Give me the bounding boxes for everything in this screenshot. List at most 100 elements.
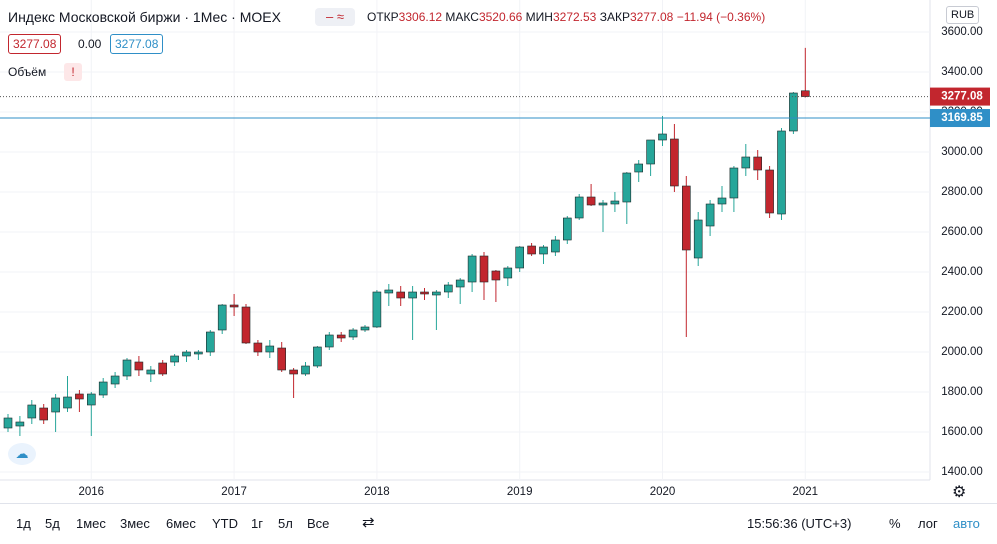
compare-icon[interactable]: ⇄: [362, 514, 375, 531]
candle-body: [241, 306, 251, 344]
candle-body: [420, 291, 429, 295]
y-tick-label: 2000.00: [941, 346, 983, 358]
candle-body: [289, 369, 298, 375]
volume-label: Объём: [8, 65, 47, 79]
candle-body: [729, 167, 739, 199]
candle-body: [63, 396, 72, 409]
x-tick-label: 2019: [507, 486, 533, 498]
candle-body: [194, 351, 203, 355]
currency[interactable]: RUB: [946, 6, 980, 24]
range-button[interactable]: YTD: [212, 516, 238, 531]
legend-value: 3520.66: [478, 10, 523, 24]
candle-body: [634, 163, 644, 173]
candle-body: [372, 291, 382, 328]
candle-body: [217, 304, 227, 331]
candle-body: [789, 92, 798, 132]
candle-body: [443, 284, 453, 293]
candle-body: [51, 397, 60, 413]
legend-label: МАКС: [445, 10, 479, 24]
log-toggle[interactable]: лог: [918, 516, 938, 531]
legend-change: −11.94 (−0.36%): [676, 10, 766, 24]
y-tick-label: 1800.00: [941, 386, 983, 398]
candle-body: [182, 351, 191, 357]
ohlc-legend: ОТКР3306.12 МАКС3520.66 МИН3272.53 ЗАКР3…: [367, 10, 765, 24]
indicator-toggle[interactable]: – ≈: [315, 8, 355, 26]
candle-body: [75, 393, 84, 400]
x-tick-label: 2016: [79, 486, 105, 498]
legend-value: 3272.53: [552, 10, 597, 24]
candle-body: [515, 246, 525, 269]
candle-body: [765, 169, 774, 214]
range-button[interactable]: 5л: [278, 516, 293, 531]
chart-title: Индекс Московской биржи · 1Мес · MOEX: [8, 9, 281, 25]
bid-box: 3277.08: [8, 34, 62, 54]
candle-body: [277, 347, 287, 371]
candle-body: [479, 255, 489, 283]
candle-body: [253, 342, 263, 353]
candle-body: [3, 417, 13, 429]
x-tick-label: 2021: [793, 486, 819, 498]
candle-body: [574, 196, 584, 219]
candle-body: [206, 331, 215, 353]
candle-body: [670, 138, 679, 187]
candle-body: [622, 172, 632, 203]
range-button[interactable]: 6мес: [166, 516, 196, 531]
candle-body: [39, 407, 49, 421]
last-price-label: 3277.08: [941, 91, 983, 103]
candle-body: [432, 291, 441, 296]
y-tick-label: 1400.00: [941, 466, 983, 478]
y-tick-label: 1600.00: [941, 426, 983, 438]
candle-body: [360, 326, 370, 331]
candle-body: [229, 304, 239, 308]
candle-body: [741, 156, 751, 169]
settings-icon[interactable]: ⚙: [952, 484, 967, 501]
range-button[interactable]: 1д: [16, 516, 31, 531]
candle-body: [467, 255, 477, 283]
candle-body: [384, 289, 394, 294]
y-tick-label: 3600.00: [941, 26, 983, 38]
range-button[interactable]: Все: [307, 516, 330, 531]
range-button[interactable]: 3мес: [120, 516, 150, 531]
range-button[interactable]: 5д: [45, 516, 60, 531]
candle-body: [539, 246, 548, 255]
candle-body: [610, 200, 620, 205]
candle-body: [562, 217, 572, 241]
candle-body: [122, 359, 132, 377]
candle-body: [110, 375, 120, 385]
horizontal-line-label: 3169.85: [941, 112, 983, 124]
legend-label: МИН: [525, 10, 553, 24]
candle-body: [87, 393, 96, 406]
candle-body: [134, 361, 144, 371]
clock: 15:56:36 (UTC+3): [747, 516, 852, 531]
candle-body: [336, 334, 346, 339]
candle-body: [98, 381, 108, 396]
candle-body: [491, 270, 501, 281]
legend-label: ОТКР: [367, 10, 399, 24]
logo[interactable]: ☁: [8, 443, 36, 465]
x-tick-label: 2018: [364, 486, 390, 498]
spread: 0.00: [78, 37, 102, 51]
candle-body: [324, 334, 334, 348]
candle-body: [527, 245, 536, 255]
candle-body: [170, 355, 179, 363]
candle-body: [265, 345, 275, 353]
candle-body: [800, 90, 810, 97]
y-tick-label: 2800.00: [941, 186, 983, 198]
last-price-tag: [930, 87, 990, 106]
legend-label: ЗАКР: [599, 10, 630, 24]
legend-value: 3306.12: [398, 10, 443, 24]
range-button[interactable]: 1г: [251, 516, 263, 531]
candle-body: [301, 365, 310, 375]
y-tick-label: 3000.00: [941, 146, 983, 158]
percent-toggle[interactable]: %: [889, 516, 901, 531]
warning-icon[interactable]: !: [64, 63, 82, 81]
candle-body: [158, 362, 167, 375]
candle-body: [693, 219, 703, 259]
horizontal-line-tag: [930, 109, 990, 128]
candle-body: [598, 202, 608, 206]
auto-toggle[interactable]: авто: [953, 516, 980, 531]
candle-body: [396, 291, 406, 299]
range-button[interactable]: 1мес: [76, 516, 106, 531]
separator: [0, 503, 997, 504]
